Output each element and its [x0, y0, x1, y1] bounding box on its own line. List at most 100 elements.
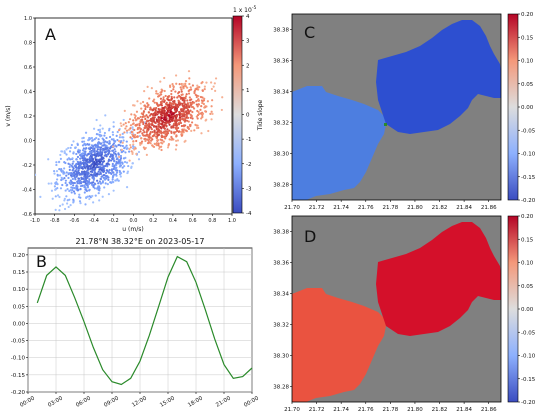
panel-a-point [162, 140, 165, 143]
panel-d-colorbar-ticks: 0.20 0.15 0.10 0.05 0.00 -0.05 -0.10 -0.15 -0.20 [518, 214, 536, 406]
panel-a-point [111, 180, 114, 183]
panel-a-point [201, 89, 204, 93]
panel-a-point [54, 208, 57, 211]
panel-a-point [85, 147, 88, 150]
panel-a-point [117, 139, 121, 143]
panel-b-x-ticks: 00:00 03:00 06:00 09:00 12:00 15:00 18:00 21:00… [19, 392, 260, 409]
panel-a-point [58, 204, 62, 207]
panel-a-point [180, 88, 183, 91]
panel-a-point [145, 130, 148, 134]
panel-a-point [67, 172, 70, 175]
panel-a-point [102, 160, 106, 163]
panel-a-point [107, 178, 110, 181]
panel-a-point [119, 156, 123, 160]
panel-a-point [153, 132, 157, 135]
panel-a-point [108, 142, 111, 145]
panel-a-point [65, 195, 68, 198]
panel-a-point [97, 138, 100, 141]
panel-a-point [175, 115, 178, 118]
panel-a-point [162, 131, 165, 134]
panel-a-point [172, 88, 175, 91]
panel-a-point [68, 189, 71, 193]
panel-a-point [90, 146, 93, 149]
panel-a-point [95, 146, 98, 149]
panel-a-point [76, 160, 79, 164]
panel-a-point [114, 173, 118, 176]
panel-a-point [152, 108, 155, 112]
panel-a-point [159, 97, 163, 100]
panel-a-point [153, 129, 156, 132]
panel-c-colorbar-tick-label: -0.10 [521, 152, 536, 158]
panel-a-point [151, 130, 154, 134]
panel-a-point [98, 130, 102, 133]
panel-c-y-tick-label: 38.38 [273, 28, 289, 34]
panel-a-point [119, 144, 122, 147]
panel-a-point [109, 181, 112, 184]
panel-a-point [214, 89, 217, 92]
panel-b-y-tick-label: 0.10 [13, 287, 26, 293]
panel-d-y-tick-label: 38.36 [273, 261, 289, 267]
panel-a-point [105, 144, 108, 147]
panel-b-x-tick-label: 00:00 [19, 395, 36, 408]
panel-a-point [101, 147, 105, 150]
panel-a-point [95, 165, 98, 169]
panel-a-y-tick-label: 0.0 [24, 139, 32, 145]
panel-a-point [179, 121, 182, 124]
panel-a-point [155, 126, 158, 130]
panel-a-point [75, 168, 78, 171]
panel-a-point [59, 157, 62, 160]
panel-a-point [167, 120, 170, 123]
panel-a-point [83, 142, 87, 146]
panel-a-x-tick-label: -0.6 [70, 218, 80, 224]
panel-a-point [85, 183, 89, 187]
panel-a-point [184, 97, 187, 100]
panel-a-point [131, 162, 134, 165]
panel-a-point [153, 101, 156, 104]
panel-a-colorbar-tick-label: 4 [246, 14, 250, 20]
panel-a-point [151, 123, 154, 127]
panel-a-point [156, 139, 160, 142]
panel-a-point [108, 129, 111, 132]
panel-a-point [79, 161, 82, 165]
panel-a-point [87, 182, 91, 186]
panel-a-point [92, 127, 96, 130]
panel-b-y-tick-label: -0.20 [11, 390, 26, 396]
panel-a-point [99, 172, 103, 176]
panel-a-point [173, 119, 176, 122]
panel-a-point [92, 174, 95, 177]
panel-c-x-tick-label: 21.84 [456, 205, 472, 211]
panel-a-point [158, 120, 161, 123]
panel-a-point [186, 99, 189, 102]
panel-a-point [181, 110, 185, 113]
panel-a-point [112, 145, 115, 148]
panel-a-point [187, 92, 191, 95]
panel-a-point [119, 154, 123, 158]
panel-a-point [141, 118, 144, 121]
panel-a-point [177, 130, 180, 133]
panel-a-point [205, 81, 208, 84]
panel-a-point [168, 101, 172, 104]
panel-a-point [95, 118, 98, 122]
panel-a-point [144, 122, 148, 125]
panel-a-point [79, 165, 83, 168]
panel-a-point [107, 171, 111, 174]
panel-a-point [72, 168, 75, 171]
panel-a-point [54, 188, 57, 191]
panel-a-point [160, 116, 164, 120]
panel-a-point [82, 155, 86, 158]
panel-a-point [180, 108, 183, 112]
panel-a-point [65, 148, 68, 151]
panel-b-x-tick-label: 15:00 [159, 395, 176, 408]
panel-a-point [167, 95, 170, 98]
panel-a-x-ticks: -1.0 -0.8 -0.6 -0.4 -0.2 0.0 0.2 0.4 0.6 0.8 1.0 [30, 214, 236, 224]
panel-d-colorbar-tick-label: 0.15 [521, 237, 534, 243]
panel-a-point [67, 176, 70, 180]
panel-a-point [124, 151, 127, 154]
panel-a-point [188, 96, 191, 99]
panel-b-x-tick-label: 06:00 [75, 395, 92, 408]
panel-a-point [183, 118, 186, 122]
panel-a-point [184, 85, 188, 88]
panel-a-label: A [45, 25, 56, 44]
panel-a-point [56, 173, 59, 176]
